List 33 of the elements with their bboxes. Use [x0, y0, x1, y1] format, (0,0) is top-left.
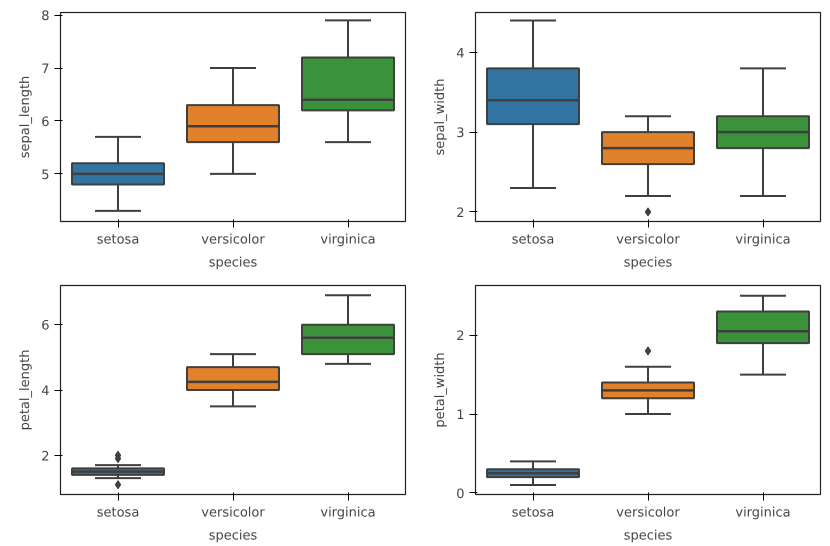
x-tick-label: versicolor: [616, 506, 680, 520]
y-tick-label: 2: [456, 206, 465, 221]
x-tick-label: virginica: [320, 232, 376, 248]
x-tick-label: versicolor: [201, 506, 266, 520]
y-tick-label: 7: [41, 62, 50, 78]
x-tick-label: versicolor: [201, 232, 266, 248]
y-tick-label: 3: [456, 126, 465, 142]
y-tick-label: 4: [41, 384, 50, 399]
y-tick-label: 4: [456, 46, 465, 62]
x-tick-label: virginica: [735, 232, 791, 248]
x-tick-label: setosa: [96, 232, 140, 248]
y-tick-label: 5: [41, 168, 50, 183]
x-axis-title: species: [208, 256, 258, 270]
x-tick-label: setosa: [512, 232, 554, 248]
y-axis-title: sepal_length: [18, 76, 34, 158]
x-axis-title: species: [624, 256, 673, 270]
y-tick-label: 1: [456, 408, 465, 424]
x-axis-title: species: [208, 528, 258, 544]
x-tick-label: versicolor: [616, 232, 680, 248]
y-tick-label: 2: [41, 449, 50, 464]
x-tick-label: virginica: [320, 506, 376, 520]
y-axis-title: sepal_width: [433, 78, 448, 156]
x-tick-label: virginica: [735, 506, 791, 520]
y-axis-title: petal_length: [18, 350, 34, 430]
x-tick-label: setosa: [96, 506, 140, 520]
y-tick-label: 0: [456, 486, 465, 502]
y-axis-title: petal_width: [433, 352, 448, 428]
y-tick-label: 6: [41, 114, 50, 130]
x-axis-title: species: [624, 528, 673, 544]
x-tick-label: setosa: [512, 506, 554, 520]
y-tick-label: 2: [456, 329, 465, 344]
y-tick-label: 8: [41, 9, 50, 24]
y-tick-label: 6: [41, 318, 50, 334]
